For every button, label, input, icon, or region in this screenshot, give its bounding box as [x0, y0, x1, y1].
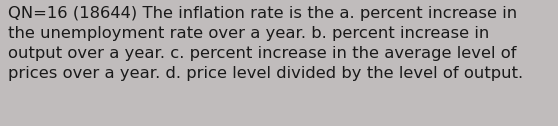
Text: QN=16 (18644) The inflation rate is the a. percent increase in
the unemployment : QN=16 (18644) The inflation rate is the …: [8, 6, 523, 81]
